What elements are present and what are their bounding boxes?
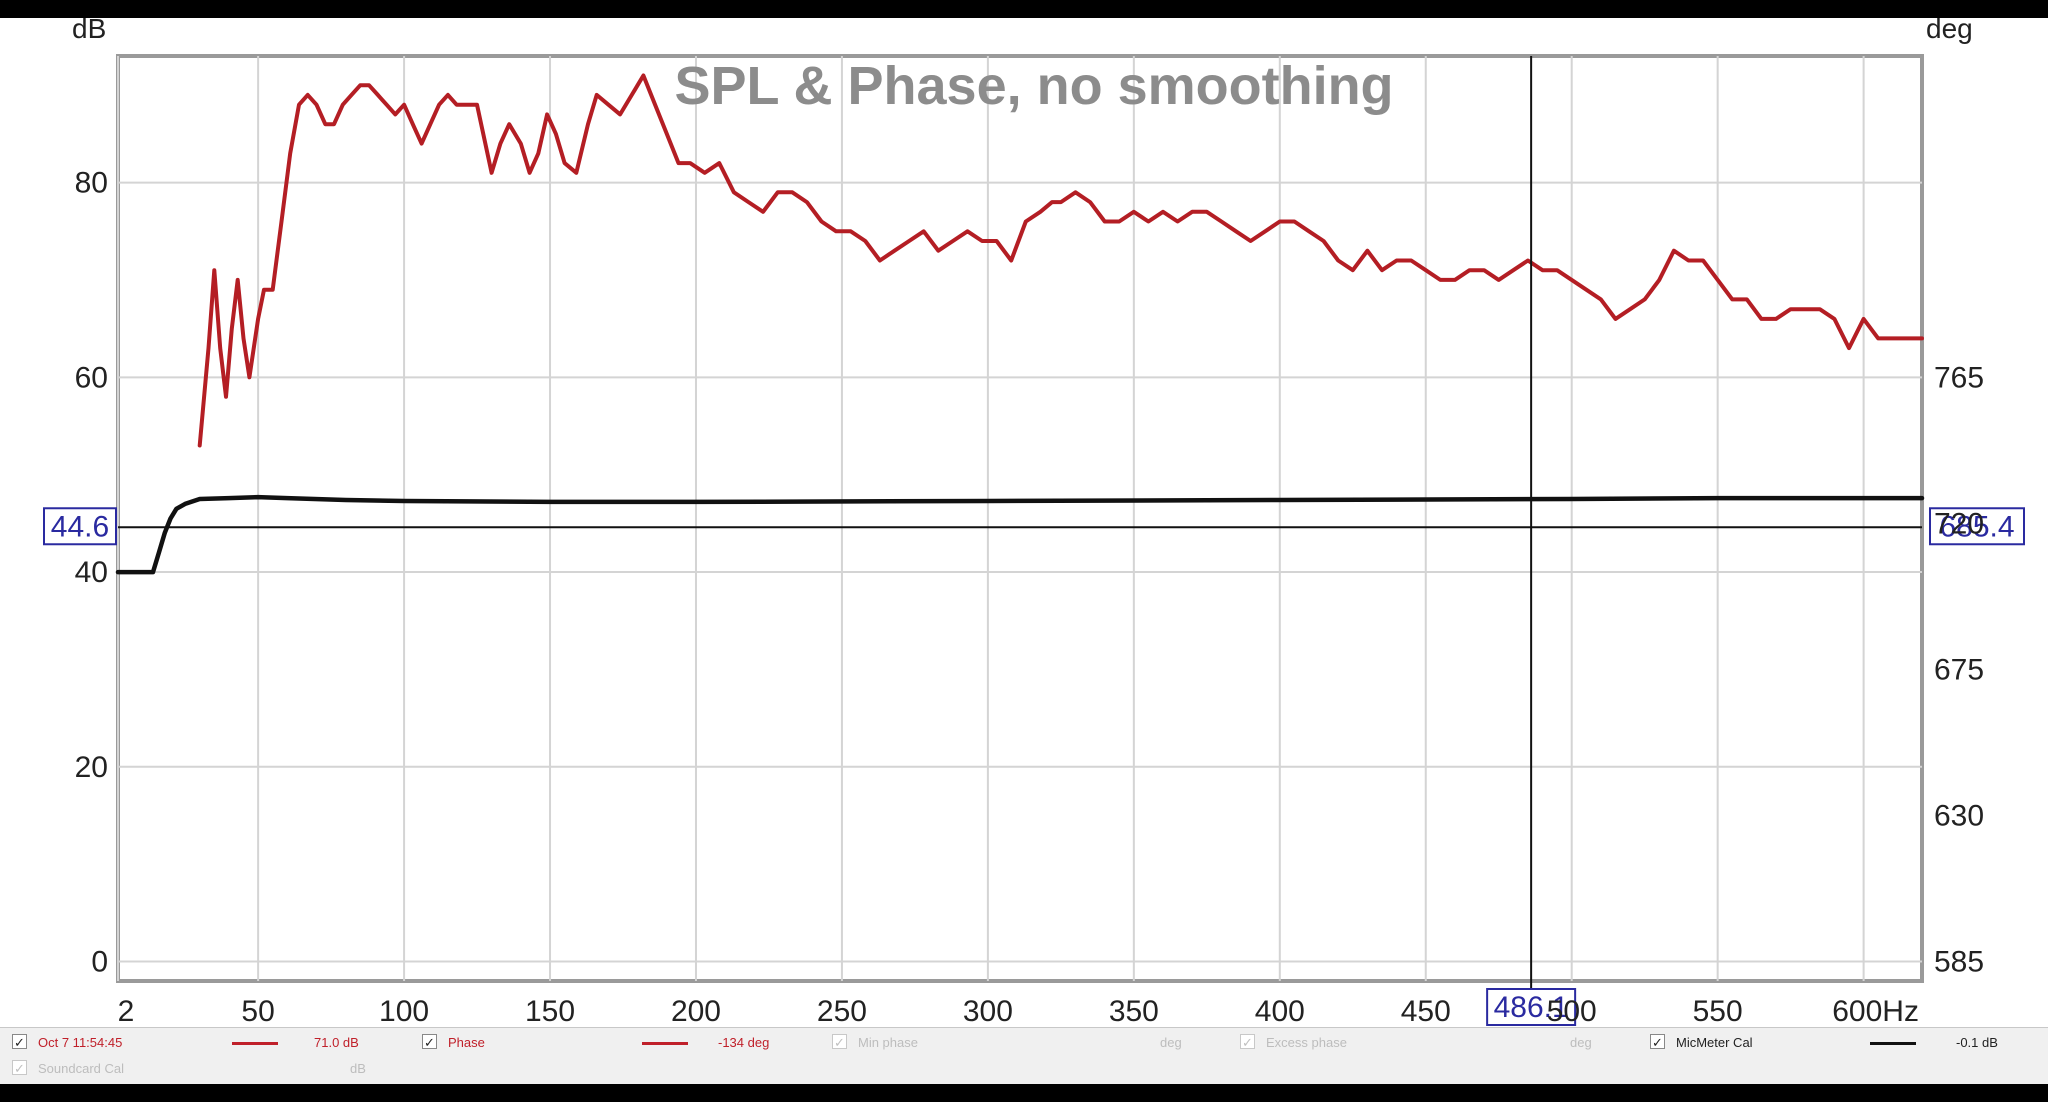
legend-measurement-value: 71.0 dB <box>314 1035 359 1050</box>
x-tick-label: 2 <box>118 995 135 1027</box>
chart-grid <box>117 56 1922 981</box>
x-tick-label: 200 <box>671 995 721 1027</box>
cursor-right-readout: 685.4 <box>1939 510 2014 543</box>
x-tick-label: 100 <box>379 995 429 1027</box>
legend-checkbox-soundcard-cal[interactable]: ✓ <box>12 1060 27 1076</box>
legend-phase-swatch <box>642 1042 688 1045</box>
x-tick-label: 500 <box>1547 995 1597 1027</box>
y-axis-left-label: dB <box>72 18 106 44</box>
x-tick-label: 550 <box>1693 995 1743 1027</box>
x-tick-label: 600Hz <box>1832 995 1919 1027</box>
y-left-tick-label: 80 <box>75 167 108 200</box>
legend-checkbox-phase[interactable]: ✓ <box>422 1034 437 1050</box>
legend-checkbox-min-phase[interactable]: ✓ <box>832 1034 847 1050</box>
y-left-tick-label: 60 <box>75 361 108 394</box>
y-right-tick-label: 675 <box>1934 653 1984 686</box>
legend-min-phase-unit: deg <box>1160 1035 1182 1050</box>
legend-checkbox-measurement[interactable]: ✓ <box>12 1034 27 1050</box>
rew-graph-window: 44.6 685.4 486.1 2 50 100 150 200 250 300 350 400 4… <box>0 18 2048 1084</box>
plot-area <box>116 54 1924 983</box>
x-tick-label: 400 <box>1255 995 1305 1027</box>
y-left-tick-label: 0 <box>91 946 108 979</box>
series-line-spl <box>197 73 1924 448</box>
x-tick-label: 450 <box>1401 995 1451 1027</box>
x-tick-label: 50 <box>241 995 274 1027</box>
legend-checkbox-excess-phase[interactable]: ✓ <box>1240 1034 1255 1050</box>
x-tick-label: 350 <box>1109 995 1159 1027</box>
legend-min-phase-label: Min phase <box>858 1035 918 1050</box>
y-right-tick-label: 720 <box>1934 507 1984 540</box>
legend-soundcard-cal-label: Soundcard Cal <box>38 1061 124 1076</box>
legend-phase-value: -134 deg <box>718 1035 770 1050</box>
chart-title: SPL & Phase, no smoothing <box>674 56 1393 116</box>
y-right-tick-label: 630 <box>1934 799 1984 832</box>
legend-excess-phase-unit: deg <box>1570 1035 1592 1050</box>
y-left-tick-label: 20 <box>75 751 108 784</box>
legend-measurement-swatch <box>232 1042 278 1045</box>
y-axis-right-label: deg <box>1926 18 1973 44</box>
x-tick-label: 150 <box>525 995 575 1027</box>
y-right-tick-label: 585 <box>1934 946 1984 979</box>
cursor-left-readout: 44.6 <box>51 510 109 543</box>
legend-panel: ✓ Oct 7 11:54:45 71.0 dB ✓ Phase -134 de… <box>0 1027 2048 1084</box>
x-tick-label: 250 <box>817 995 867 1027</box>
legend-micmeter-cal-label: MicMeter Cal <box>1676 1035 1753 1050</box>
cursor-x-readout: 486.1 <box>1494 991 1569 1024</box>
y-left-tick-label: 40 <box>75 556 108 589</box>
cursor-x-readout-box <box>1486 988 1577 1026</box>
legend-phase-label: Phase <box>448 1035 485 1050</box>
x-tick-label: 300 <box>963 995 1013 1027</box>
y-right-tick-label: 765 <box>1934 361 1984 394</box>
legend-micmeter-cal-swatch <box>1870 1042 1916 1045</box>
series-line-micmeter-cal <box>115 494 1925 575</box>
legend-micmeter-cal-value: -0.1 dB <box>1956 1035 1998 1050</box>
legend-soundcard-cal-unit: dB <box>350 1061 366 1076</box>
cursor: 44.6 685.4 486.1 <box>43 56 2025 1026</box>
legend-measurement-label: Oct 7 11:54:45 <box>38 1035 123 1050</box>
cursor-left-readout-box <box>43 507 117 546</box>
legend-excess-phase-label: Excess phase <box>1266 1035 1347 1050</box>
cursor-right-readout-box <box>1929 507 2025 546</box>
legend-checkbox-micmeter-cal[interactable]: ✓ <box>1650 1034 1665 1050</box>
